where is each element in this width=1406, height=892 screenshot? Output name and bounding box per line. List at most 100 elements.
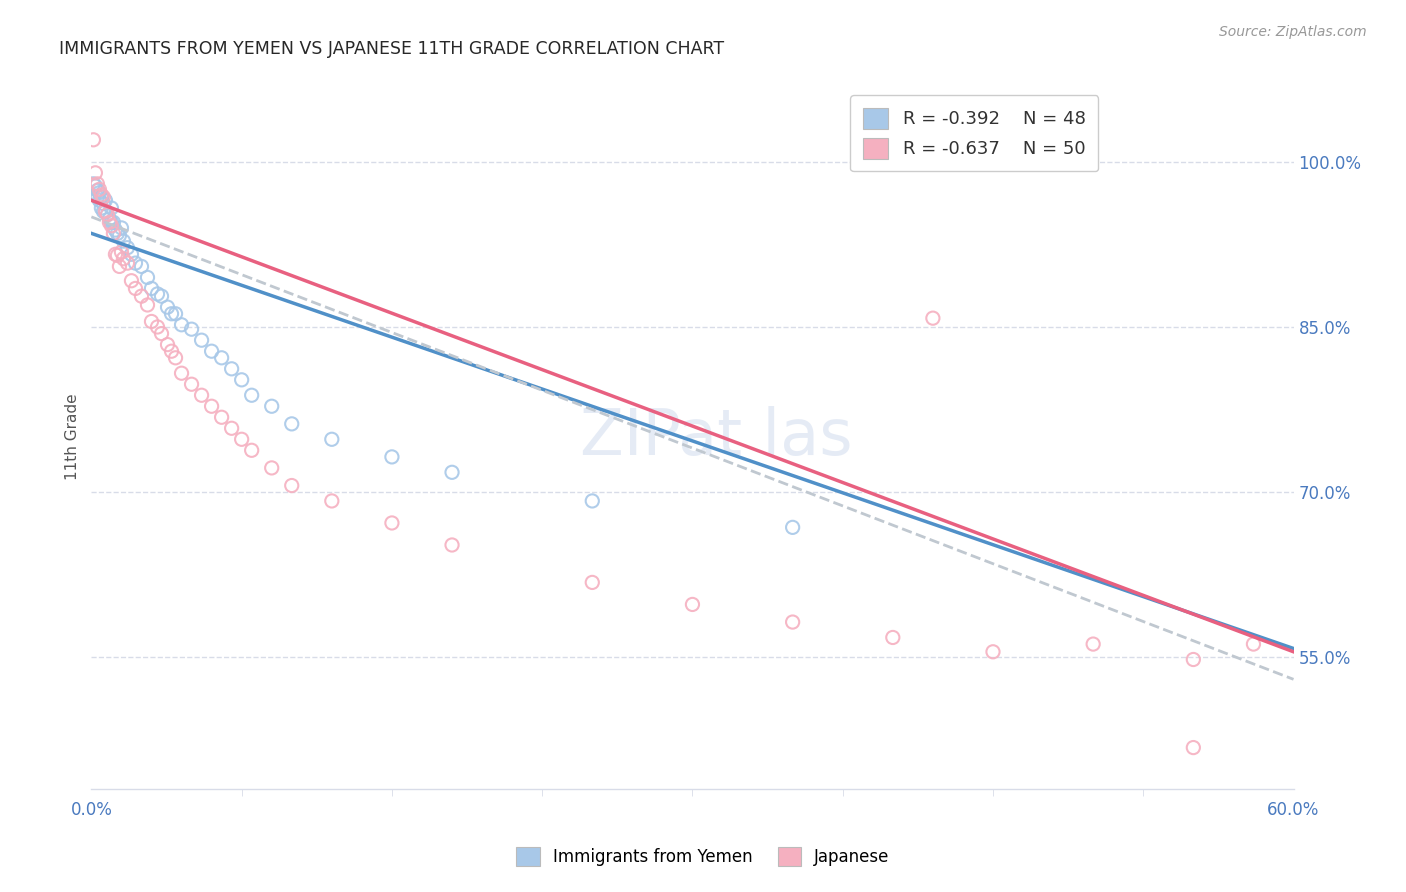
Point [89, 182, 111, 196]
Point [211, 410, 233, 425]
Point [82, 133, 104, 147]
Point [124, 256, 146, 270]
Legend: Immigrants from Yemen, Japanese: Immigrants from Yemen, Japanese [509, 840, 897, 873]
Point [782, 520, 804, 534]
Point [84, 179, 107, 194]
Point [882, 631, 904, 645]
Point [146, 320, 169, 334]
Point [100, 201, 122, 215]
Point [240, 443, 263, 458]
Point [211, 351, 233, 365]
Point [681, 598, 703, 612]
Point [1182, 740, 1205, 755]
Point [90, 187, 112, 202]
Point [260, 399, 283, 413]
Point [156, 300, 179, 314]
Point [117, 256, 139, 270]
Point [86, 190, 108, 204]
Point [110, 220, 132, 235]
Point [94, 204, 117, 219]
Point [141, 281, 163, 295]
Point [281, 417, 304, 431]
Point [381, 516, 404, 530]
Point [170, 366, 193, 380]
Point [231, 373, 253, 387]
Point [321, 432, 343, 446]
Point [89, 186, 111, 200]
Text: Source: ZipAtlas.com: Source: ZipAtlas.com [1219, 25, 1367, 39]
Point [89, 194, 111, 208]
Point [112, 252, 135, 266]
Point [581, 494, 603, 508]
Point [150, 326, 173, 341]
Point [103, 227, 125, 241]
Point [104, 223, 127, 237]
Point [86, 184, 108, 198]
Point [136, 270, 159, 285]
Point [440, 466, 463, 480]
Point [110, 245, 132, 260]
Point [100, 219, 122, 233]
Point [86, 177, 108, 191]
Point [100, 215, 122, 229]
Point [581, 575, 603, 590]
Point [1243, 637, 1265, 651]
Point [107, 227, 129, 241]
Point [281, 478, 304, 492]
Point [94, 194, 117, 208]
Point [94, 204, 117, 219]
Point [231, 432, 253, 446]
Point [96, 208, 118, 222]
Point [1182, 652, 1205, 666]
Point [121, 274, 143, 288]
Point [180, 322, 202, 336]
Point [90, 201, 112, 215]
Point [190, 333, 212, 347]
Point [121, 247, 143, 261]
Point [93, 204, 115, 219]
Point [1083, 637, 1105, 651]
Point [240, 388, 263, 402]
Point [131, 260, 153, 274]
Point [107, 248, 129, 262]
Point [103, 215, 125, 229]
Point [201, 344, 224, 359]
Point [190, 388, 212, 402]
Point [160, 344, 183, 359]
Point [93, 196, 115, 211]
Point [170, 318, 193, 332]
Point [201, 399, 224, 413]
Point [381, 450, 404, 464]
Point [84, 166, 107, 180]
Point [981, 645, 1004, 659]
Point [108, 228, 131, 243]
Point [141, 314, 163, 328]
Point [165, 351, 187, 365]
Point [108, 260, 131, 274]
Point [82, 177, 104, 191]
Point [112, 234, 135, 248]
Point [165, 307, 187, 321]
Point [136, 298, 159, 312]
Point [98, 215, 121, 229]
Point [90, 190, 112, 204]
Point [93, 190, 115, 204]
Point [440, 538, 463, 552]
Point [180, 377, 202, 392]
Point [221, 421, 243, 435]
Point [117, 241, 139, 255]
Point [131, 289, 153, 303]
Point [146, 287, 169, 301]
Point [782, 615, 804, 629]
Point [124, 281, 146, 295]
Point [260, 461, 283, 475]
Point [922, 311, 945, 326]
Point [98, 212, 121, 227]
Y-axis label: 11th Grade: 11th Grade [65, 393, 80, 481]
Legend: R = -0.392    N = 48, R = -0.637    N = 50: R = -0.392 N = 48, R = -0.637 N = 50 [851, 95, 1098, 171]
Point [104, 247, 127, 261]
Text: ZIPat las: ZIPat las [581, 406, 853, 468]
Point [156, 337, 179, 351]
Point [160, 307, 183, 321]
Point [96, 208, 118, 222]
